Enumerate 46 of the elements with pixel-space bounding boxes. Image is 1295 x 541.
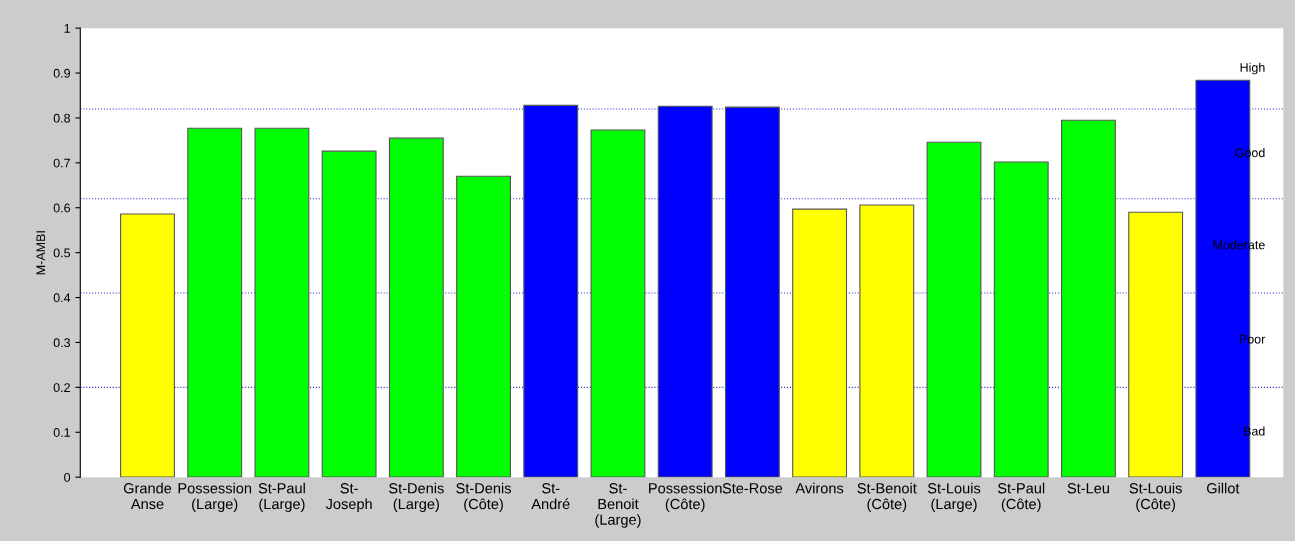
x-tick-label: St- Joseph xyxy=(325,483,372,513)
bar xyxy=(254,127,310,478)
y-tick-label: 0.4 xyxy=(53,293,71,303)
x-tick-label: St-Louis (Côte) xyxy=(1129,482,1182,513)
x-tick-label: St- André xyxy=(531,483,570,510)
annotation: High xyxy=(1240,62,1265,75)
y-tick-label: 0.3 xyxy=(53,338,71,348)
bar xyxy=(120,213,175,478)
bar xyxy=(724,106,780,478)
bar xyxy=(657,105,713,478)
bar xyxy=(388,137,444,478)
y-tick-label: 0 xyxy=(64,472,71,482)
bar xyxy=(187,127,243,478)
x-tick-label: Grande Anse xyxy=(123,482,172,510)
x-tick-label: Avirons xyxy=(795,482,844,494)
x-tick-label: St- Benoit (Large) xyxy=(595,483,641,528)
x-tick-label: Ste-Rose xyxy=(722,483,783,494)
x-tick-label: St-Denis (Côte) xyxy=(456,482,511,513)
y-tick-label: 0.2 xyxy=(53,383,70,393)
y-axis-title: M-AMBI xyxy=(36,231,46,275)
bar xyxy=(321,150,377,478)
bar xyxy=(456,175,511,478)
y-tick-label: 0.7 xyxy=(53,158,70,168)
x-tick-label: St-Benoit (Côte) xyxy=(857,482,917,513)
y-tick-label: 0.6 xyxy=(53,203,71,213)
x-tick-label: Gillot xyxy=(1206,482,1240,494)
y-tick-label: 0.5 xyxy=(53,248,71,258)
bar xyxy=(1128,211,1184,478)
x-tick-label: Possession (Large) xyxy=(178,482,252,513)
bar xyxy=(792,208,848,478)
x-tick-label: St-Paul (Large) xyxy=(258,482,305,513)
y-tick-label: 0.9 xyxy=(53,68,70,78)
x-tick-label: St-Leu xyxy=(1067,483,1109,494)
bar xyxy=(993,161,1049,478)
bar xyxy=(523,104,579,478)
x-tick-label: St-Louis (Large) xyxy=(927,482,981,513)
bar xyxy=(1060,119,1116,478)
x-tick-label: St-Paul (Côte) xyxy=(997,482,1045,513)
x-tick-label: Possession (Côte) xyxy=(649,482,722,513)
x-tick-label: St-Denis (Large) xyxy=(389,482,444,513)
y-tick-label: 0.1 xyxy=(53,428,70,437)
y-tick-label: 1 xyxy=(64,24,70,33)
bar xyxy=(859,204,915,478)
y-tick-label: 0.8 xyxy=(53,113,71,123)
bar xyxy=(926,141,982,478)
bar xyxy=(590,129,646,478)
